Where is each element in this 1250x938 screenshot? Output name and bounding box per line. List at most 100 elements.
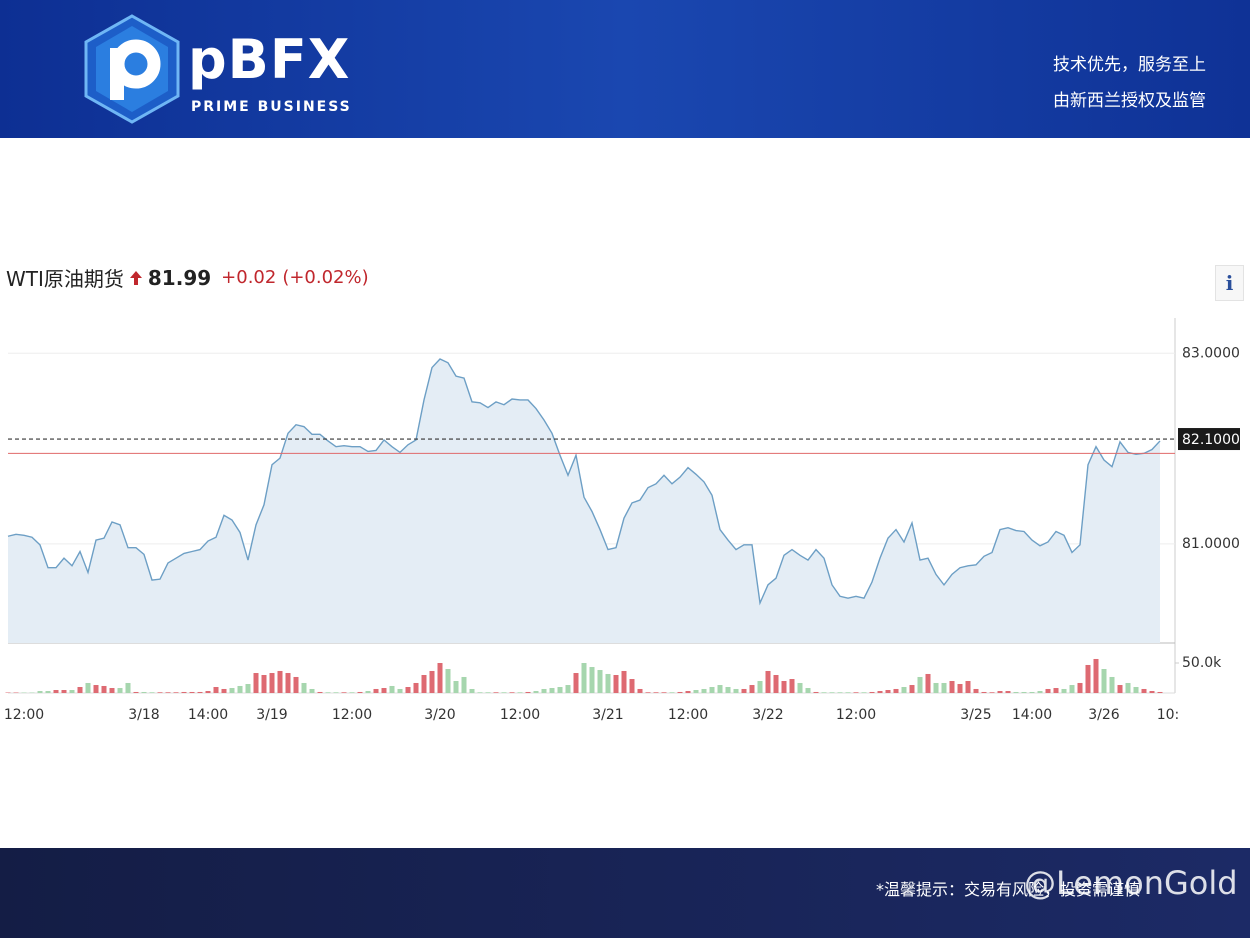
x-tick-label: 3/21 <box>592 707 623 723</box>
volume-bar <box>765 670 771 693</box>
volume-bar <box>1101 669 1107 693</box>
volume-bar <box>1069 685 1075 693</box>
volume-bar <box>885 690 891 693</box>
volume-bar <box>317 691 323 693</box>
last-price-box <box>1178 428 1240 451</box>
volume-bar <box>205 691 211 693</box>
volume-bar <box>1053 688 1059 693</box>
volume-bar <box>325 692 331 693</box>
volume-bar <box>677 691 683 693</box>
volume-bar <box>381 688 387 693</box>
volume-bar <box>893 688 899 693</box>
volume-bar <box>221 688 227 693</box>
volume-bar <box>685 691 691 693</box>
volume-bar <box>517 692 523 693</box>
volume-bar <box>1149 691 1155 693</box>
volume-bar <box>373 688 379 693</box>
header: pBFX PRIME BUSINESS 技术优先，服务至上 由新西兰授权及监管 <box>0 0 1250 138</box>
volume-bar <box>421 675 427 693</box>
volume-bar <box>53 690 59 693</box>
volume-bar <box>669 692 675 693</box>
volume-bar <box>229 688 235 693</box>
price-line <box>7 358 1161 606</box>
volume-bar <box>85 682 91 693</box>
logo-text: pBFX <box>188 28 351 91</box>
volume-bar <box>237 685 243 693</box>
y-tick-label: 83.0000 <box>1182 345 1240 361</box>
volume-bar <box>1005 691 1011 693</box>
volume-bar <box>77 687 83 693</box>
volume-bar <box>101 685 107 693</box>
volume-bar <box>181 691 187 693</box>
volume-bar <box>1077 682 1083 693</box>
volume-bar <box>1013 691 1019 693</box>
x-tick-label: 3/18 <box>128 707 159 723</box>
volume-bar <box>805 688 811 693</box>
volume-bar <box>845 692 851 693</box>
volume-bar <box>629 679 635 693</box>
volume-bar <box>901 687 907 693</box>
slogan: 技术优先，服务至上 <box>1053 55 1206 75</box>
volume-bar <box>389 685 395 693</box>
volume-bar <box>125 682 131 693</box>
volume-bar <box>773 675 779 693</box>
volume-bar <box>621 670 627 693</box>
volume-bar <box>117 688 123 693</box>
volume-bar <box>37 691 43 693</box>
volume-bar <box>93 685 99 693</box>
volume-bar <box>693 690 699 693</box>
volume-bar <box>461 676 467 693</box>
footer: *温馨提示：交易有风险，投资需谨慎 @LemonGold <box>0 848 1250 938</box>
volume-bar <box>645 692 651 693</box>
volume-bar <box>933 682 939 693</box>
volume-bar <box>405 687 411 693</box>
volume-bar <box>757 681 763 693</box>
chart: 83.0000 81.0000 50.0k 82.1000 12:00 3/18 14:00… <box>4 318 1240 723</box>
volume-bar <box>581 663 587 693</box>
price: 81.99 <box>147 265 212 290</box>
volume-bar <box>333 692 339 693</box>
volume-bar <box>509 692 515 693</box>
volume-bar <box>485 692 491 693</box>
x-tick-label: 14:00 <box>1012 707 1052 723</box>
x-tick-label: 3/20 <box>424 707 455 723</box>
volume-bar <box>157 692 163 693</box>
volume-bar <box>877 691 883 693</box>
volume-bar <box>717 685 723 693</box>
logo-subtitle: PRIME BUSINESS <box>191 99 352 115</box>
volume-bar <box>1037 691 1043 693</box>
volume-bar <box>1109 676 1115 693</box>
info-button[interactable]: i <box>1215 265 1244 301</box>
volume-bar <box>269 673 275 693</box>
volume-bar <box>445 669 451 693</box>
volume-bar <box>989 692 995 693</box>
change-percent: (+0.02%) <box>282 267 369 288</box>
x-tick-label: 10: <box>1157 707 1180 723</box>
price-area <box>8 358 1160 643</box>
volume-bar <box>573 673 579 693</box>
volume-bar <box>149 692 155 693</box>
volume-bar <box>917 676 923 693</box>
volume-bar <box>813 691 819 693</box>
volume-bar <box>173 692 179 693</box>
up-arrow <box>129 270 142 285</box>
volume-bar <box>829 692 835 693</box>
volume-bar <box>861 692 867 693</box>
volume-bar <box>597 670 603 693</box>
volume-bar <box>301 682 307 693</box>
volume-bar <box>109 688 115 693</box>
volume-bar <box>965 681 971 693</box>
volume-bar <box>909 685 915 693</box>
volume-bar <box>653 692 659 693</box>
volume-bar <box>973 688 979 693</box>
x-tick-label: 3/19 <box>256 707 287 723</box>
volume-bar <box>45 691 51 693</box>
volume-bar <box>541 688 547 693</box>
volume-bar <box>69 690 75 693</box>
volume-bar <box>837 692 843 693</box>
volume-bar <box>1029 691 1035 693</box>
y-tick-label: 50.0k <box>1182 655 1222 671</box>
volume-bar <box>477 692 483 693</box>
volume-bar <box>253 673 259 693</box>
volume-bar <box>565 685 571 693</box>
